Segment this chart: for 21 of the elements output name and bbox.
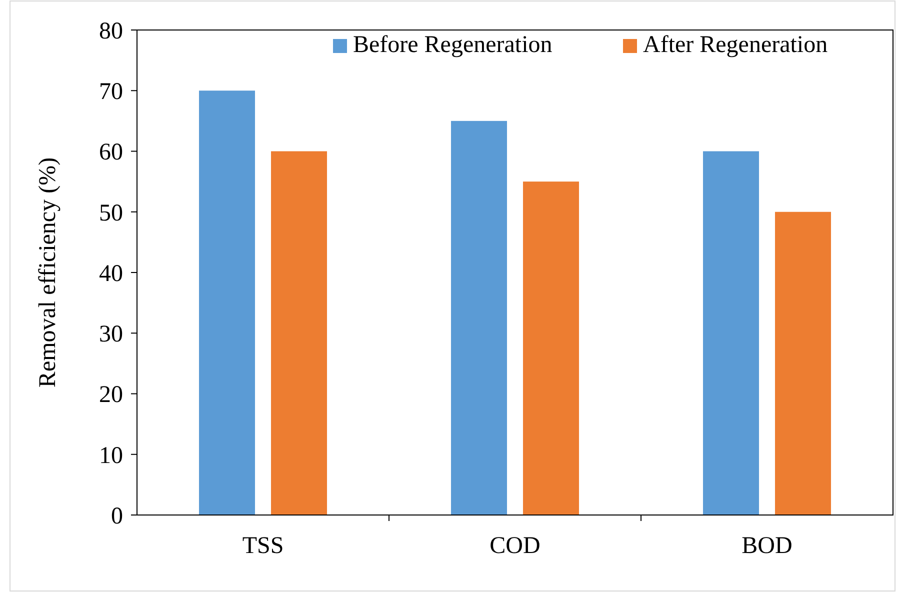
x-tick-label: TSS xyxy=(242,533,284,559)
y-tick-label: 40 xyxy=(99,260,123,287)
bar xyxy=(523,182,579,515)
legend-label: Before Regeneration xyxy=(353,32,552,58)
bar xyxy=(451,120,507,515)
y-tick-label: 10 xyxy=(99,442,123,469)
y-axis-title: Removal efficiency (%) xyxy=(35,157,61,388)
x-tick-label: BOD xyxy=(742,533,792,559)
y-tick-label: 50 xyxy=(99,200,123,226)
y-tick-label: 80 xyxy=(99,18,123,44)
y-tick-label: 60 xyxy=(99,140,123,166)
x-tick-label: COD xyxy=(490,533,540,559)
bar xyxy=(703,151,759,515)
bar xyxy=(271,151,327,515)
y-tick-label: 0 xyxy=(111,503,123,530)
legend-label: After Regeneration xyxy=(643,32,828,58)
bar xyxy=(199,90,255,515)
y-tick-label: 70 xyxy=(99,79,123,106)
y-tick-label: 20 xyxy=(99,382,123,408)
bar xyxy=(775,212,831,515)
y-tick-label: 30 xyxy=(99,322,123,348)
